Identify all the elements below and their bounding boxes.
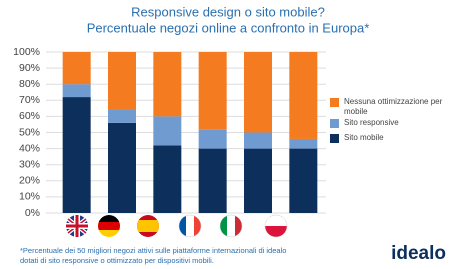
chart-subtitle: Percentuale negozi online a confronto in… xyxy=(87,20,370,35)
bar-segment xyxy=(198,52,227,130)
bar-segment xyxy=(153,145,182,213)
y-tick-label: 0% xyxy=(25,207,40,219)
bar-segment xyxy=(108,109,136,123)
legend-label: Nessuna ottimizzazione per mobile xyxy=(344,97,443,116)
bar-segment xyxy=(289,138,318,149)
y-tick-label: 60% xyxy=(19,110,40,122)
bar-segment xyxy=(108,122,136,213)
bar-segment xyxy=(289,52,318,139)
footnote: dotati di sito responsive o ottimizzato … xyxy=(20,256,214,265)
bar-segment xyxy=(244,52,272,133)
legend-label: Sito responsive xyxy=(344,118,399,127)
legend-swatch xyxy=(330,119,339,128)
y-tick-label: 10% xyxy=(19,191,40,203)
bar-segment xyxy=(244,148,272,213)
y-tick-label: 20% xyxy=(19,175,40,187)
bar-segment xyxy=(62,84,91,98)
legend-swatch xyxy=(330,134,339,143)
bar-segment xyxy=(153,116,182,146)
bar-segment xyxy=(289,148,318,213)
y-tick-label: 30% xyxy=(19,158,40,170)
y-tick-label: 80% xyxy=(19,78,40,90)
bar-segment xyxy=(62,52,91,85)
y-tick-label: 90% xyxy=(19,62,40,74)
bar-segment xyxy=(108,52,136,110)
bar-segment xyxy=(198,148,227,213)
legend-label: Sito mobile xyxy=(344,133,384,142)
bar-segment xyxy=(198,129,227,149)
y-tick-label: 70% xyxy=(19,94,40,106)
bar-segment xyxy=(153,52,182,117)
legend-swatch xyxy=(330,98,339,107)
chart-title: Responsive design o sito mobile? xyxy=(131,4,325,19)
footnote: *Percentuale dei 50 migliori negozi atti… xyxy=(20,246,286,255)
y-tick-label: 100% xyxy=(13,46,40,58)
y-tick-label: 40% xyxy=(19,142,40,154)
bar-segment xyxy=(244,132,272,149)
y-tick-label: 50% xyxy=(19,126,40,138)
flags xyxy=(66,214,288,238)
brand-logo: idealo xyxy=(391,243,446,264)
bar-segment xyxy=(62,97,91,213)
